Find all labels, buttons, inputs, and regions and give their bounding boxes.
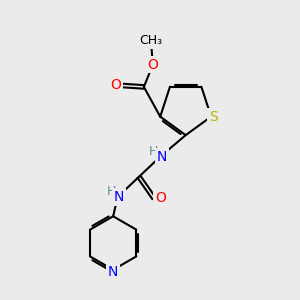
Text: CH₃: CH₃	[140, 34, 163, 47]
Text: N: N	[157, 149, 167, 164]
Text: O: O	[155, 191, 166, 205]
Text: H: H	[149, 145, 159, 158]
Text: O: O	[147, 58, 158, 72]
Text: N: N	[108, 265, 118, 279]
Text: N: N	[114, 190, 124, 204]
Text: S: S	[209, 110, 218, 124]
Text: O: O	[110, 78, 121, 92]
Text: H: H	[106, 185, 116, 198]
